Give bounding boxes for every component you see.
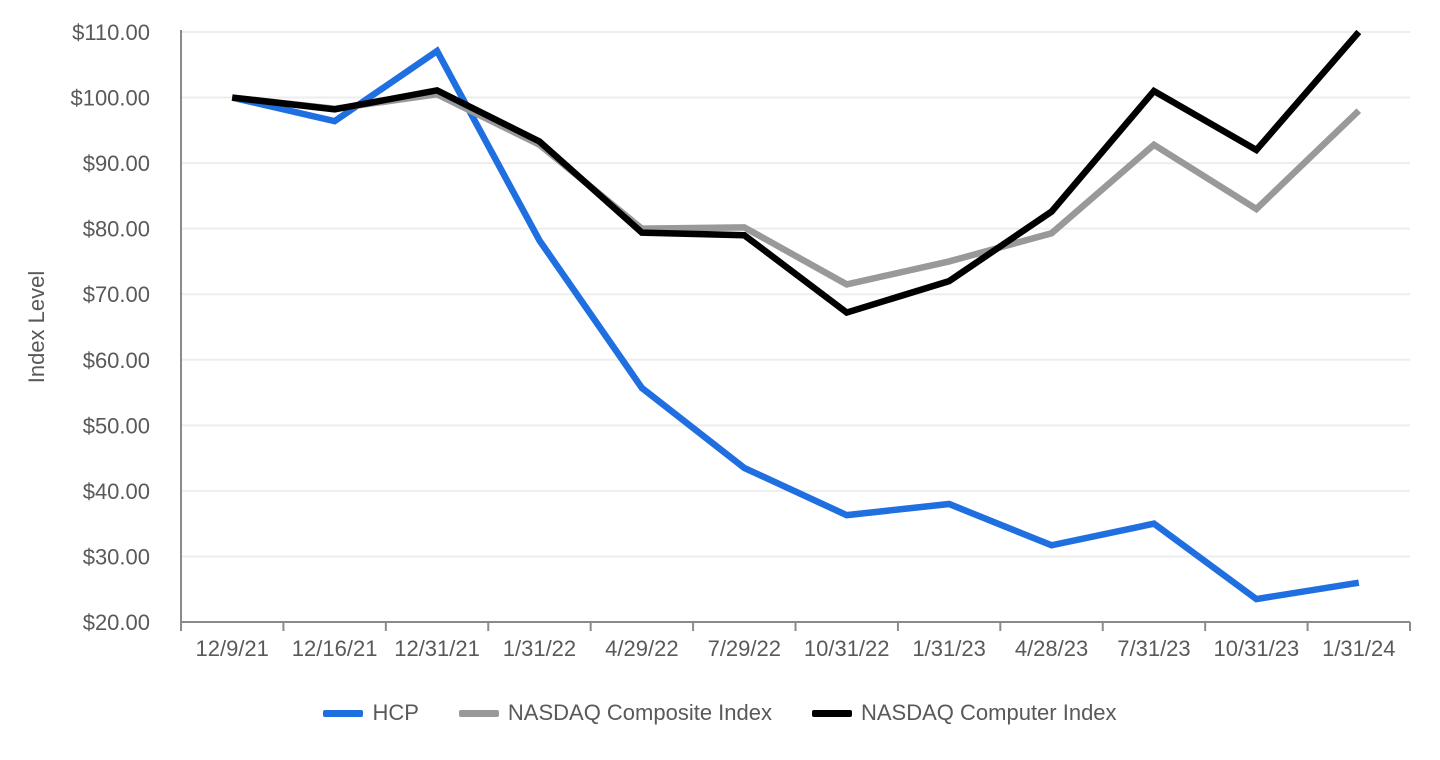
y-tick-label: $60.00 [83,348,150,373]
x-tick-label: 12/9/21 [196,636,269,661]
y-tick-label: $100.00 [70,86,150,111]
chart-legend: HCP NASDAQ Composite Index NASDAQ Computer… [0,700,1440,726]
y-tick-label: $110.00 [72,20,150,45]
y-tick-label: $80.00 [83,217,150,242]
x-tick-label: 1/31/22 [503,636,576,661]
y-tick-label: $20.00 [83,610,150,635]
y-tick-label: $30.00 [83,544,150,569]
legend-label: HCP [372,700,419,725]
legend-item-nasdaq-computer-index: NASDAQ Computer Index [812,700,1117,726]
x-tick-label: 10/31/22 [804,636,890,661]
x-tick-label: 7/29/22 [708,636,781,661]
legend-label: NASDAQ Composite Index [507,700,772,725]
series-line-nasdaq-composite-index [231,90,1362,288]
legend-swatch-icon [323,709,364,717]
x-tick-label: 4/28/23 [1015,636,1088,661]
legend-swatch-icon [812,709,852,717]
y-tick-label: $70.00 [83,282,150,307]
x-tick-label: 7/31/23 [1117,636,1190,661]
y-tick-label: $90.00 [83,151,150,176]
x-tick-label: 4/29/22 [605,636,678,661]
y-tick-label: $40.00 [83,479,150,504]
y-tick-label: $50.00 [83,413,150,438]
legend-swatch-icon [458,709,499,717]
series-line-hcp [231,46,1360,603]
legend-label: NASDAQ Computer Index [861,700,1117,725]
series-line-nasdaq-computer-index [231,29,1362,317]
x-tick-label: 1/31/24 [1322,636,1395,661]
x-tick-label: 10/31/23 [1214,636,1300,661]
x-tick-label: 1/31/23 [912,636,985,661]
y-axis-title: Index Level [24,271,49,384]
x-tick-label: 12/31/21 [394,636,480,661]
legend-item-nasdaq-composite-index: NASDAQ Composite Index [458,700,772,726]
legend-item-hcp: HCP [323,700,419,726]
x-tick-label: 12/16/21 [292,636,378,661]
